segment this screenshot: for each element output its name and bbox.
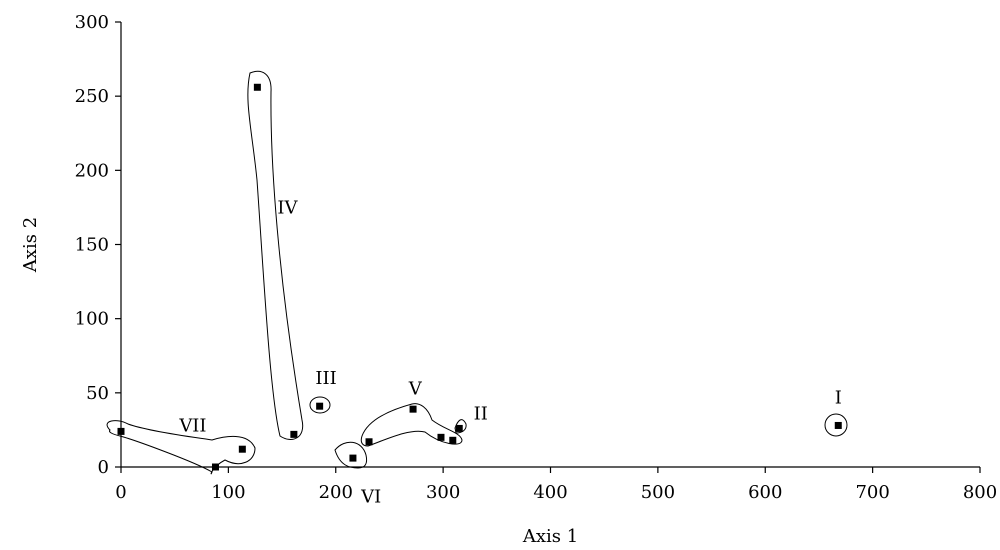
data-point: [449, 436, 457, 444]
x-tick-label: 0: [115, 482, 126, 503]
data-point: [365, 438, 373, 446]
y-tick-label: 100: [75, 309, 109, 330]
data-point: [455, 424, 463, 432]
x-tick-label: 800: [963, 482, 997, 503]
data-point: [409, 405, 417, 413]
data-point: [349, 454, 357, 462]
data-point: [253, 83, 261, 91]
data-point: [238, 445, 246, 453]
y-tick-label: 200: [75, 160, 109, 181]
cluster-label-v: V: [408, 378, 423, 399]
cluster-outline-iii: [309, 396, 331, 414]
axes: 0 100 200 300 400 500 600 700 800 0 50 100 150 200 25…: [75, 12, 998, 503]
cluster-label-ii: II: [474, 404, 488, 425]
data-point: [290, 430, 298, 438]
cluster-outline-vi: [334, 441, 368, 469]
data-points: [117, 83, 842, 471]
data-point: [834, 421, 842, 429]
x-tick-label: 200: [319, 482, 353, 503]
data-point: [437, 433, 445, 441]
y-tick-label: 250: [75, 86, 109, 107]
cluster-label-vi: VI: [360, 487, 381, 508]
cluster-label-i: I: [835, 387, 842, 408]
cluster-label-iii: III: [315, 368, 336, 389]
cluster-outline-ii: [454, 419, 467, 434]
x-tick-label: 300: [426, 482, 460, 503]
y-ticks: 0 50 100 150 200 250 300: [75, 12, 121, 478]
cluster-label-vii: VII: [178, 415, 206, 436]
cluster-outline-i: [824, 413, 848, 437]
x-ticks: 0 100 200 300 400 500 600 700 800: [115, 467, 997, 503]
x-tick-label: 100: [211, 482, 245, 503]
cluster-outline-vii: [106, 420, 256, 475]
x-axis-title: Axis 1: [522, 526, 578, 547]
data-point: [316, 402, 324, 410]
x-tick-label: 700: [855, 482, 889, 503]
y-tick-label: 0: [98, 457, 109, 478]
cluster-outline-iv: [247, 70, 304, 440]
data-point: [117, 427, 125, 435]
x-tick-label: 400: [533, 482, 567, 503]
cluster-label-iv: IV: [277, 197, 298, 218]
y-tick-label: 50: [86, 383, 109, 404]
y-tick-label: 150: [75, 235, 109, 256]
y-axis-title: Axis 2: [20, 217, 41, 273]
x-tick-label: 600: [748, 482, 782, 503]
cluster-outline-v: [360, 403, 463, 447]
cluster-outlines: [106, 70, 848, 475]
x-tick-label: 500: [641, 482, 675, 503]
data-point: [211, 463, 219, 471]
y-tick-label: 300: [75, 12, 109, 33]
